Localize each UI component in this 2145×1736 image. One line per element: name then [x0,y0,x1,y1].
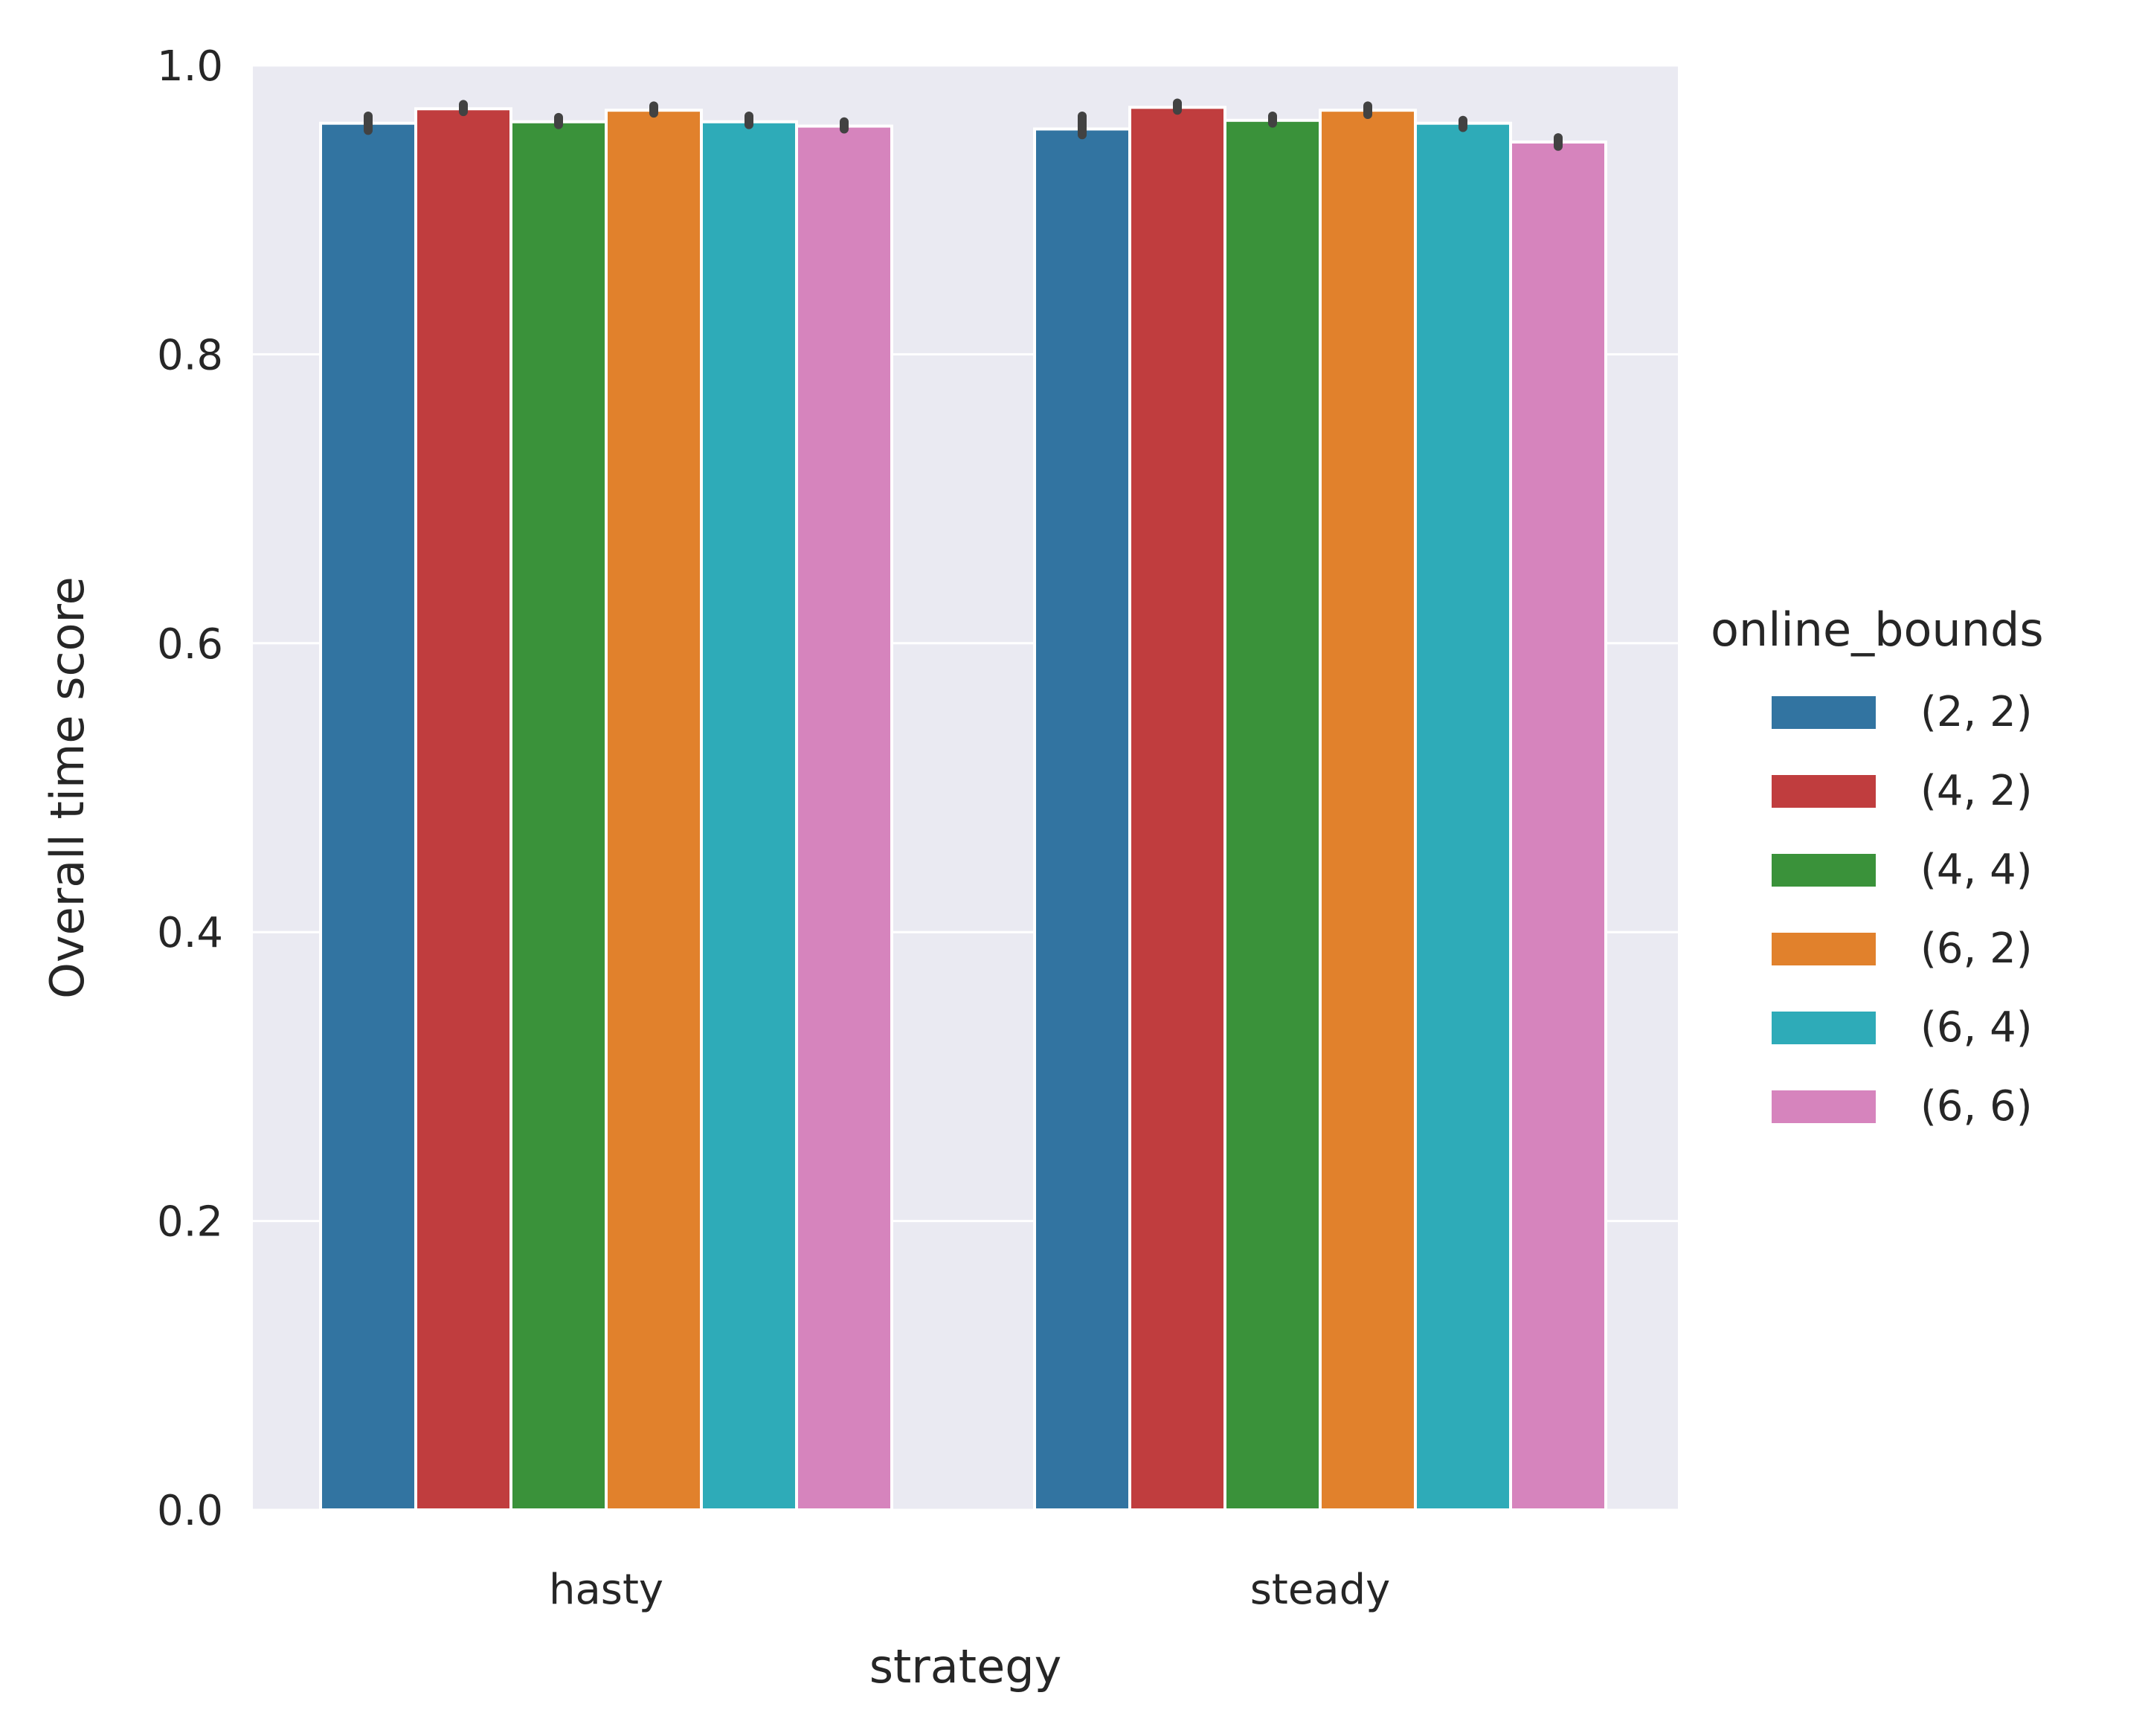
bar [700,120,798,1511]
legend-label: (6, 2) [1920,925,2033,973]
bar [1223,118,1322,1511]
bar [1319,109,1417,1511]
legend-label: (4, 2) [1920,767,2033,815]
legend-items: (2, 2) (4, 2) (4, 4) (6, 2) (6, 4) (6, 6) [1772,688,2033,1131]
legend-swatch [1772,1012,1876,1044]
legend-label: (4, 4) [1920,846,2033,894]
legend: online_bounds (2, 2) (4, 2) (4, 4) (6, 2) (6… [1711,602,2044,1131]
y-tick-label: 0.2 [157,1198,223,1247]
x-axis-ticks: hasty steady [549,1566,1390,1614]
bar [509,120,608,1511]
bar [795,124,893,1512]
y-axis-title: Overall time score [40,576,94,999]
bar [605,109,703,1511]
legend-swatch [1772,1090,1876,1123]
x-tick-label: hasty [549,1566,663,1614]
bar [1033,127,1131,1511]
bar [1509,140,1607,1511]
bar [1414,121,1512,1511]
legend-label: (2, 2) [1920,688,2033,736]
legend-swatch [1772,933,1876,965]
x-axis-title: strategy [869,1639,1062,1694]
legend-swatch [1772,775,1876,808]
bar [1128,106,1226,1511]
y-tick-label: 0.4 [157,909,223,957]
legend-swatch [1772,696,1876,729]
y-tick-label: 0.8 [157,331,223,379]
y-tick-label: 0.6 [157,620,223,669]
legend-title: online_bounds [1711,602,2044,657]
y-tick-label: 0.0 [157,1487,223,1535]
bar [414,107,512,1511]
y-axis-ticks: 0.0 0.2 0.4 0.6 0.8 1.0 [157,42,223,1535]
legend-label: (6, 4) [1920,1003,2033,1052]
y-tick-label: 1.0 [157,42,223,91]
legend-label: (6, 6) [1920,1082,2033,1131]
bar [319,121,417,1511]
bars [319,106,1607,1512]
x-tick-label: steady [1250,1566,1391,1614]
legend-swatch [1772,854,1876,887]
error-bars [364,98,1563,151]
